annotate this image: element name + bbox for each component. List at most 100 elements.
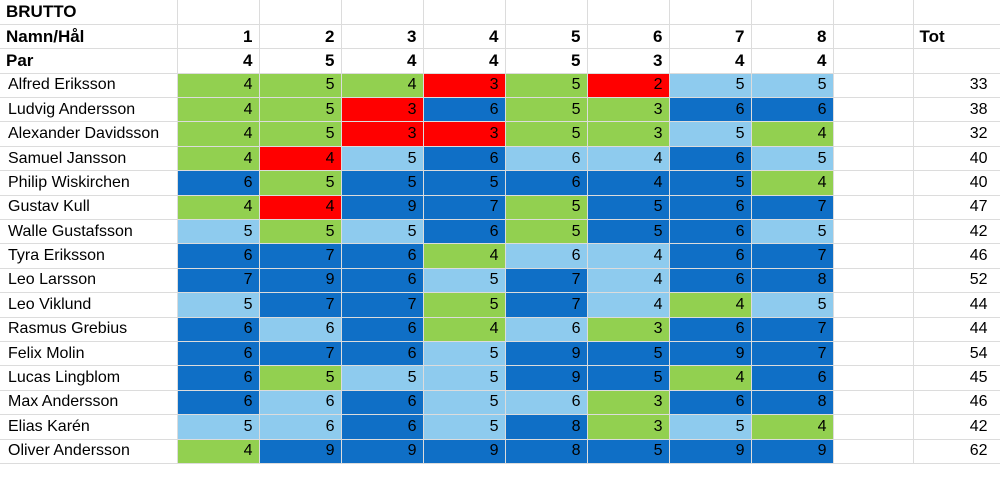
par-label[interactable]: Par [0, 48, 178, 74]
score-cell[interactable]: 5 [423, 268, 506, 294]
score-cell[interactable]: 5 [751, 146, 834, 172]
score-cell[interactable]: 6 [423, 97, 506, 123]
score-cell[interactable]: 8 [505, 414, 588, 440]
player-name[interactable]: Oliver Andersson [0, 439, 178, 464]
total-cell[interactable]: 42 [913, 414, 1000, 440]
score-cell[interactable]: 6 [341, 414, 424, 440]
score-cell[interactable]: 5 [669, 170, 752, 196]
empty-cell[interactable] [833, 390, 914, 416]
score-cell[interactable]: 6 [341, 390, 424, 416]
score-cell[interactable]: 5 [259, 73, 342, 99]
empty-cell[interactable] [833, 317, 914, 342]
hole-header[interactable]: 4 [423, 24, 506, 50]
sheet-title[interactable]: BRUTTO [0, 0, 178, 25]
hole-header[interactable]: 5 [505, 24, 588, 50]
score-cell[interactable]: 5 [177, 414, 260, 440]
score-cell[interactable]: 9 [505, 341, 588, 367]
score-cell[interactable]: 6 [505, 243, 588, 269]
player-name[interactable]: Alfred Eriksson [0, 73, 178, 99]
score-cell[interactable]: 9 [505, 365, 588, 391]
hole-header[interactable]: 6 [587, 24, 670, 50]
score-cell[interactable]: 7 [505, 268, 588, 294]
score-cell[interactable]: 3 [423, 73, 506, 99]
empty-cell[interactable] [833, 121, 914, 147]
score-cell[interactable]: 5 [505, 121, 588, 147]
score-cell[interactable]: 5 [423, 170, 506, 196]
score-cell[interactable]: 9 [669, 439, 752, 464]
par-value[interactable]: 4 [669, 48, 752, 74]
score-cell[interactable]: 5 [423, 414, 506, 440]
score-cell[interactable]: 6 [177, 390, 260, 416]
score-cell[interactable]: 5 [341, 170, 424, 196]
empty-cell[interactable] [833, 97, 914, 123]
score-cell[interactable]: 5 [587, 439, 670, 464]
score-cell[interactable]: 7 [751, 243, 834, 269]
score-cell[interactable]: 7 [259, 292, 342, 318]
par-value[interactable]: 5 [259, 48, 342, 74]
score-cell[interactable]: 4 [669, 365, 752, 391]
score-cell[interactable]: 5 [505, 97, 588, 123]
empty-cell[interactable] [833, 439, 914, 464]
empty-cell[interactable] [833, 341, 914, 367]
empty-cell[interactable] [913, 48, 1000, 74]
score-cell[interactable]: 6 [177, 243, 260, 269]
score-cell[interactable]: 3 [587, 97, 670, 123]
score-cell[interactable]: 4 [587, 268, 670, 294]
score-cell[interactable]: 7 [423, 195, 506, 221]
total-cell[interactable]: 45 [913, 365, 1000, 391]
total-cell[interactable]: 47 [913, 195, 1000, 221]
score-cell[interactable]: 5 [259, 219, 342, 245]
score-cell[interactable]: 7 [259, 341, 342, 367]
score-cell[interactable]: 9 [259, 268, 342, 294]
empty-cell[interactable] [833, 414, 914, 440]
score-cell[interactable]: 6 [751, 97, 834, 123]
score-cell[interactable]: 5 [669, 73, 752, 99]
score-cell[interactable]: 4 [751, 170, 834, 196]
player-name[interactable]: Rasmus Grebius [0, 317, 178, 342]
total-cell[interactable]: 42 [913, 219, 1000, 245]
score-cell[interactable]: 5 [259, 97, 342, 123]
player-name[interactable]: Leo Larsson [0, 268, 178, 294]
empty-cell[interactable] [833, 268, 914, 294]
score-cell[interactable]: 2 [587, 73, 670, 99]
empty-cell[interactable] [833, 219, 914, 245]
player-name[interactable]: Leo Viklund [0, 292, 178, 318]
score-cell[interactable]: 5 [587, 341, 670, 367]
total-cell[interactable]: 46 [913, 390, 1000, 416]
score-cell[interactable]: 7 [505, 292, 588, 318]
player-name[interactable]: Gustav Kull [0, 195, 178, 221]
score-cell[interactable]: 9 [259, 439, 342, 464]
score-cell[interactable]: 4 [177, 195, 260, 221]
score-cell[interactable]: 5 [423, 390, 506, 416]
score-cell[interactable]: 5 [259, 121, 342, 147]
score-cell[interactable]: 6 [669, 219, 752, 245]
player-name[interactable]: Elias Karén [0, 414, 178, 440]
player-name[interactable]: Philip Wiskirchen [0, 170, 178, 196]
empty-cell[interactable] [833, 170, 914, 196]
score-cell[interactable]: 4 [177, 439, 260, 464]
empty-cell[interactable] [669, 0, 752, 25]
score-cell[interactable]: 6 [423, 219, 506, 245]
empty-cell[interactable] [177, 0, 260, 25]
score-cell[interactable]: 8 [751, 390, 834, 416]
score-cell[interactable]: 5 [423, 341, 506, 367]
score-cell[interactable]: 6 [669, 195, 752, 221]
score-cell[interactable]: 5 [423, 365, 506, 391]
score-cell[interactable]: 6 [177, 170, 260, 196]
player-name[interactable]: Ludvig Andersson [0, 97, 178, 123]
hole-header[interactable]: 8 [751, 24, 834, 50]
player-name[interactable]: Samuel Jansson [0, 146, 178, 172]
score-cell[interactable]: 6 [505, 170, 588, 196]
hole-header[interactable]: 7 [669, 24, 752, 50]
score-cell[interactable]: 3 [341, 97, 424, 123]
score-cell[interactable]: 4 [259, 146, 342, 172]
total-cell[interactable]: 52 [913, 268, 1000, 294]
empty-cell[interactable] [341, 0, 424, 25]
score-cell[interactable]: 5 [751, 219, 834, 245]
score-cell[interactable]: 6 [669, 390, 752, 416]
header-label[interactable]: Namn/Hål [0, 24, 178, 50]
hole-header[interactable]: 1 [177, 24, 260, 50]
score-cell[interactable]: 6 [669, 97, 752, 123]
score-cell[interactable]: 3 [587, 121, 670, 147]
par-value[interactable]: 3 [587, 48, 670, 74]
